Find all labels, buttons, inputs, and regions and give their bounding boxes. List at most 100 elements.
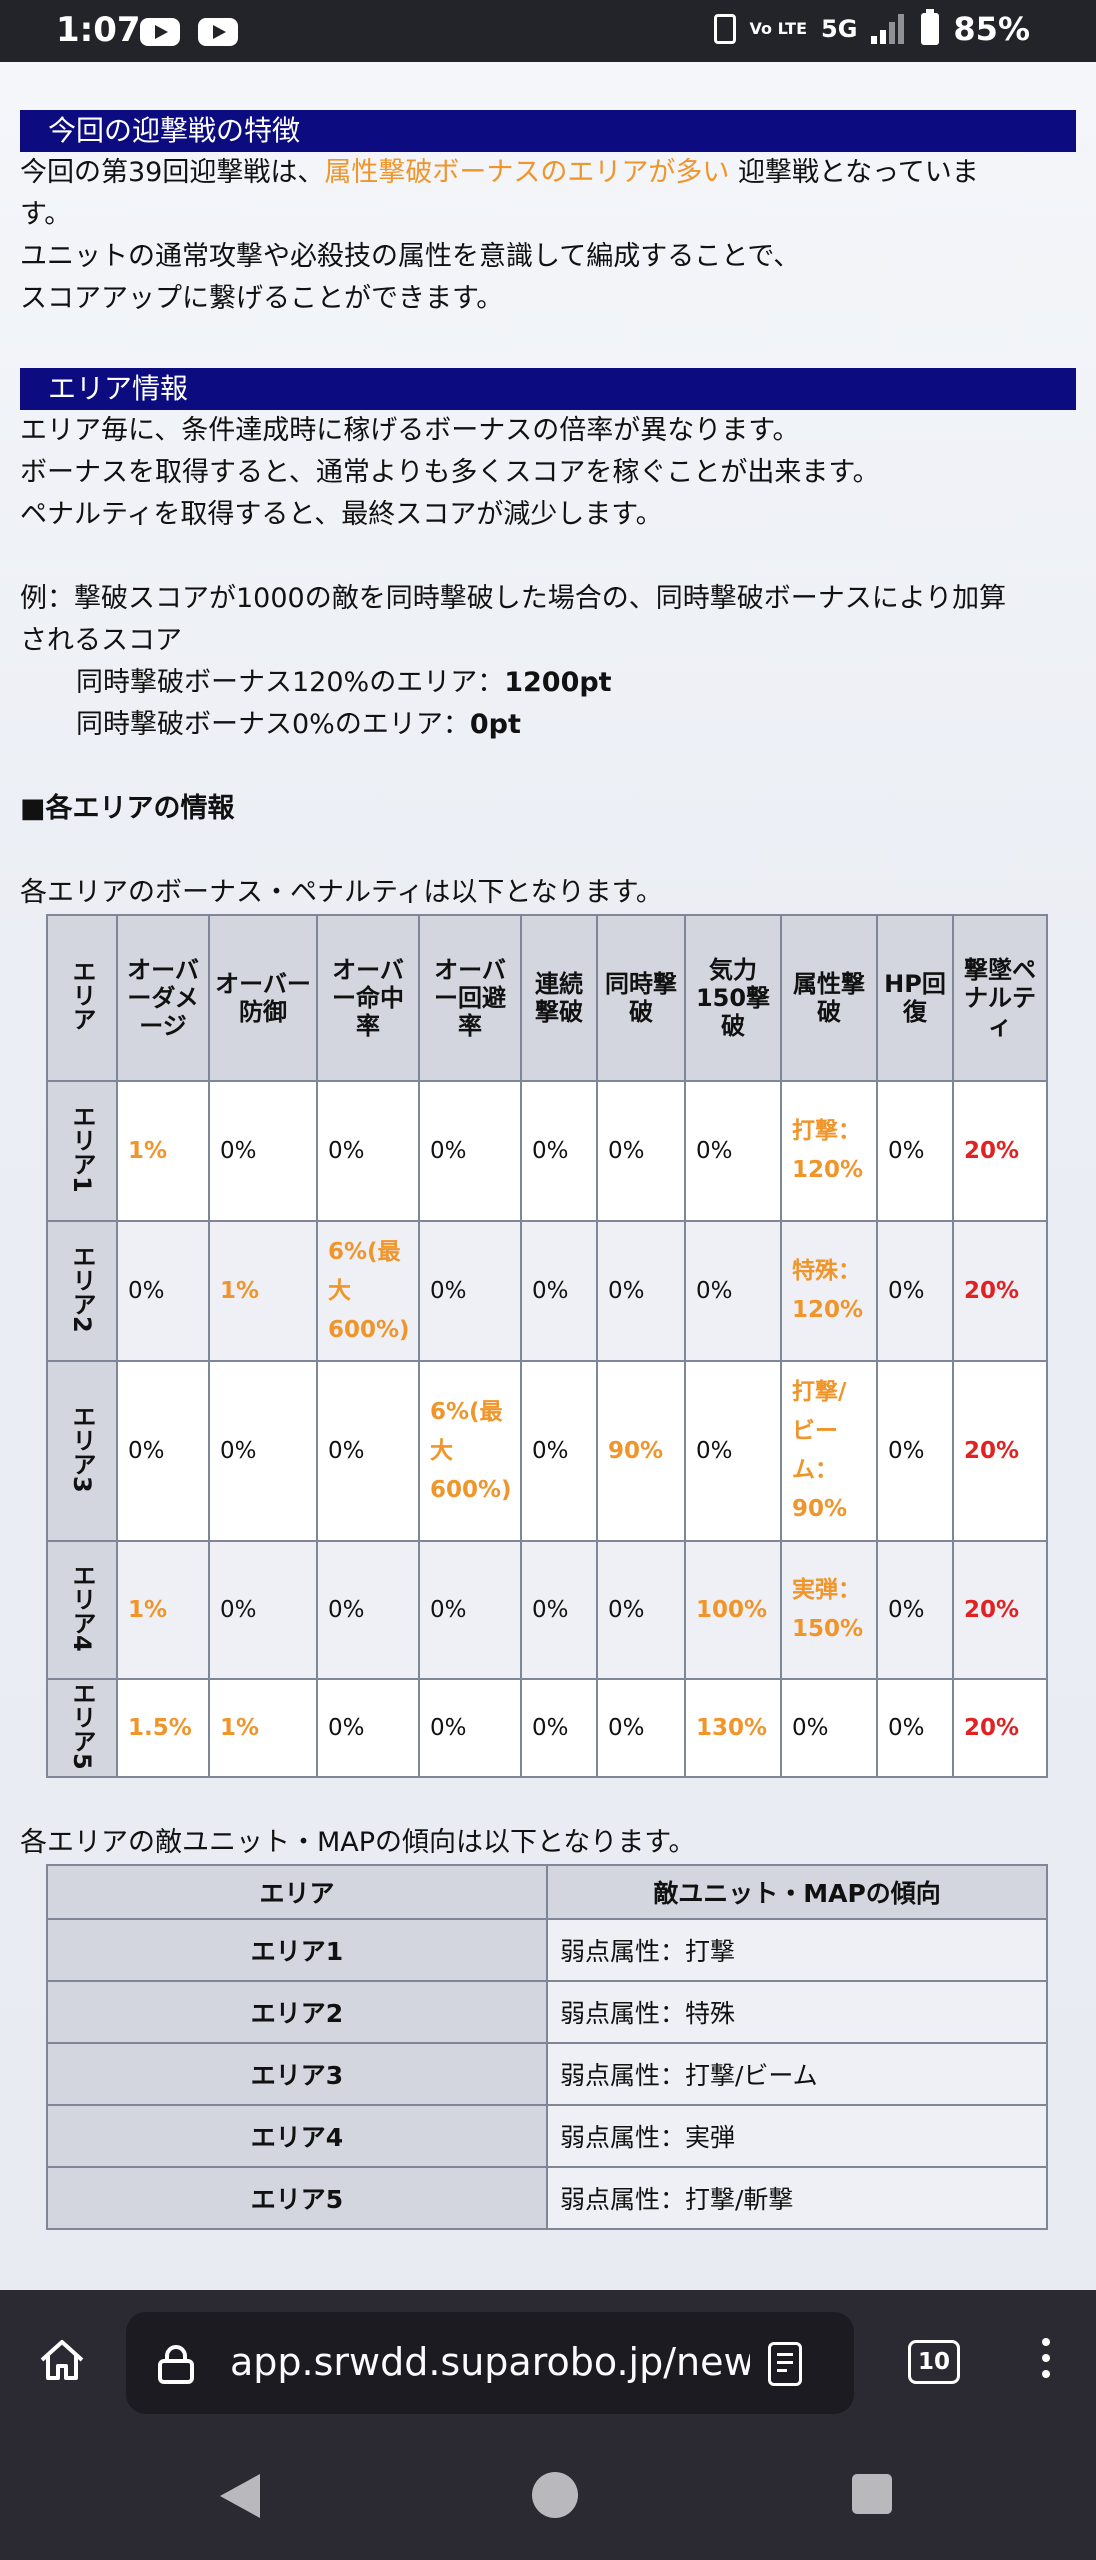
bonus-table-intro: 各エリアのボーナス・ペナルティは以下となります。 [20,877,663,908]
reader-mode-icon[interactable] [768,2342,802,2386]
header-area: エリア [46,1864,548,1920]
table-row: エリア2 0% 1% 6%(最大600%) 0% 0% 0% 0% 特殊：120… [46,1220,1048,1362]
table-cell: 0% [876,1080,954,1222]
example-b: 同時撃破ボーナス0%のエリア：0pt [76,709,521,740]
trend-table-intro: 各エリアの敵ユニット・MAPの傾向は以下となります。 [20,1827,696,1858]
table-cell: 0% [876,1360,954,1542]
page-content[interactable]: 今回の迎撃戦の特徴 今回の第39回迎撃戦は、属性撃破ボーナスのエリアが多い 迎撃… [0,62,1096,2290]
features-line-1: 今回の第39回迎撃戦は、属性撃破ボーナスのエリアが多い 迎撃戦となっていま [20,157,979,188]
area-info-line-2: ボーナスを取得すると、通常よりも多くスコアを稼ぐことが出来ます。 [20,457,880,488]
header-shootdown-penalty: 撃墜ペナルティ [952,914,1048,1082]
table-cell: 0% [684,1080,782,1222]
table-cell: 0% [520,1080,598,1222]
table-cell: 0% [520,1678,598,1778]
status-bar: 1:07 Vo LTE 5G 85% [0,0,1096,62]
table-cell: 6%(最大600%) [316,1220,420,1362]
back-icon[interactable] [220,2474,260,2518]
table-cell: 0% [684,1220,782,1362]
table-cell: 0% [684,1360,782,1542]
row-area-label: エリア1 [46,1080,118,1222]
row-area-label: エリア5 [46,1678,118,1778]
table-cell: 0% [596,1220,686,1362]
table-cell: 0% [596,1678,686,1778]
area-info-line-1: エリア毎に、条件達成時に稼げるボーナスの倍率が異なります。 [20,415,800,446]
battery-level: 85% [953,10,1030,48]
table-cell: 実弾：150% [780,1540,878,1680]
row-area-label: エリア2 [46,1980,548,2044]
table-row: エリア3 0% 0% 0% 6%(最大600%) 0% 90% 0% 打撃/ビー… [46,1360,1048,1542]
header-morale-150-kill: 気力150撃破 [684,914,782,1082]
table-cell: 0% [418,1678,522,1778]
header-consecutive-kill: 連続撃破 [520,914,598,1082]
row-area-label: エリア4 [46,1540,118,1680]
table-cell: 0% [208,1360,318,1542]
table-cell: 1% [208,1678,318,1778]
features-line-2: ユニットの通常攻撃や必殺技の属性を意識して編成することで、 [20,241,801,272]
table-cell: 0% [418,1080,522,1222]
row-area-label: エリア3 [46,2042,548,2106]
header-trend: 敵ユニット・MAPの傾向 [546,1864,1048,1920]
url-bar[interactable]: app.srwdd.suparobo.jp/news [126,2312,854,2414]
table-cell: 1.5% [116,1678,210,1778]
table-cell: 0% [780,1678,878,1778]
table-cell: 0% [876,1540,954,1680]
home-icon[interactable] [38,2338,86,2382]
row-area-label: エリア3 [46,1360,118,1542]
table-cell: 0% [116,1220,210,1362]
network-type: 5G [821,15,858,43]
table-cell: 弱点属性：特殊 [546,1980,1048,2044]
table-cell: 90% [596,1360,686,1542]
table-cell: 打撃：120% [780,1080,878,1222]
table-row: エリア1 1% 0% 0% 0% 0% 0% 0% 打撃：120% 0% 20% [46,1080,1048,1222]
table-cell: 1% [116,1080,210,1222]
table-row: エリア1 弱点属性：打撃 [46,1918,1048,1982]
youtube-notification-icon [140,18,180,46]
header-over-defense: オーバー防御 [208,914,318,1082]
table-cell: 1% [208,1220,318,1362]
header-over-accuracy: オーバー命中率 [316,914,420,1082]
table-cell: 20% [952,1080,1048,1222]
table-row: エリア4 1% 0% 0% 0% 0% 0% 100% 実弾：150% 0% 2… [46,1540,1048,1680]
table-cell: 0% [316,1540,420,1680]
url-text[interactable]: app.srwdd.suparobo.jp/news [230,2340,750,2384]
header-over-damage: オーバーダメージ [116,914,210,1082]
table-row: エリア5 弱点属性：打撃/斬撃 [46,2166,1048,2230]
table-cell: 0% [418,1540,522,1680]
highlight-text: 属性撃破ボーナスのエリアが多い [324,157,730,188]
lock-icon [158,2345,194,2384]
home-circle-icon[interactable] [532,2472,578,2518]
table-cell: 弱点属性：打撃/斬撃 [546,2166,1048,2230]
table-cell: 0% [596,1080,686,1222]
browser-toolbar: app.srwdd.suparobo.jp/news 10 [0,2290,1096,2430]
table-cell: 1% [116,1540,210,1680]
table-cell: 0% [876,1678,954,1778]
youtube-notification-icon [198,18,238,46]
overflow-menu-icon[interactable] [1042,2338,1052,2386]
table-cell: 20% [952,1540,1048,1680]
table-cell: 20% [952,1360,1048,1542]
features-line-3: スコアアップに繋げることができます。 [20,283,504,314]
header-simultaneous-kill: 同時撃破 [596,914,686,1082]
row-area-label: エリア4 [46,2104,548,2168]
table-cell: 打撃/ビーム：90% [780,1360,878,1542]
area-info-line-3: ペナルティを取得すると、最終スコアが減少します。 [20,499,663,530]
status-time: 1:07 [56,10,141,50]
header-attribute-kill: 属性撃破 [780,914,878,1082]
example-line-2: されるスコア [20,625,182,656]
section-header-features: 今回の迎撃戦の特徴 [20,110,1076,152]
tab-count-button[interactable]: 10 [908,2340,960,2384]
table-cell: 弱点属性：打撃 [546,1918,1048,1982]
table-cell: 6%(最大600%) [418,1360,522,1542]
table-cell: 0% [876,1220,954,1362]
example-a: 同時撃破ボーナス120%のエリア：1200pt [76,667,612,698]
table-row: エリア5 1.5% 1% 0% 0% 0% 0% 130% 0% 0% 20% [46,1678,1048,1778]
table-cell: 130% [684,1678,782,1778]
table-cell: 0% [316,1080,420,1222]
table-cell: 20% [952,1678,1048,1778]
table-cell: 弱点属性：打撃/ビーム [546,2042,1048,2106]
table-row: エリア4 弱点属性：実弾 [46,2104,1048,2168]
row-area-label: エリア1 [46,1918,548,1982]
recent-apps-icon[interactable] [852,2474,892,2514]
table-cell: 0% [520,1220,598,1362]
table-cell: 0% [316,1360,420,1542]
